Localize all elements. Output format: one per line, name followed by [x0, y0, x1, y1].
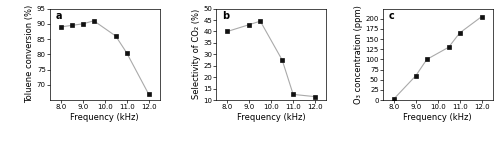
Text: c: c [388, 11, 394, 21]
X-axis label: Frequency (kHz): Frequency (kHz) [237, 113, 306, 122]
Text: a: a [56, 11, 62, 21]
X-axis label: Frequency (kHz): Frequency (kHz) [404, 113, 472, 122]
Text: b: b [222, 11, 229, 21]
Y-axis label: Selectivity of CO₂ (%): Selectivity of CO₂ (%) [192, 9, 200, 100]
Y-axis label: O₃ concentration (ppm): O₃ concentration (ppm) [354, 5, 362, 104]
Y-axis label: Toluene conversion (%): Toluene conversion (%) [25, 5, 34, 104]
X-axis label: Frequency (kHz): Frequency (kHz) [70, 113, 139, 122]
